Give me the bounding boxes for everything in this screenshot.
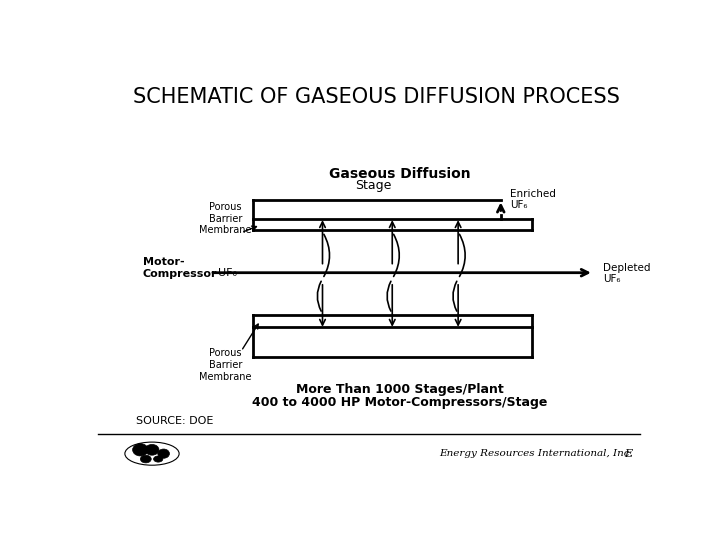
Text: SCHEMATIC OF GASEOUS DIFFUSION PROCESS: SCHEMATIC OF GASEOUS DIFFUSION PROCESS [132, 87, 619, 107]
Text: SOURCE: DOE: SOURCE: DOE [137, 416, 214, 426]
Text: Gaseous Diffusion: Gaseous Diffusion [329, 167, 471, 181]
Ellipse shape [132, 444, 148, 456]
Text: Motor-
Compressor: Motor- Compressor [143, 257, 217, 279]
Ellipse shape [140, 455, 151, 463]
Text: 400 to 4000 HP Motor-Compressors/Stage: 400 to 4000 HP Motor-Compressors/Stage [252, 396, 548, 409]
Text: Porous
Barrier
Membrane: Porous Barrier Membrane [199, 202, 252, 235]
Text: Energy Resources International, Inc.: Energy Resources International, Inc. [438, 449, 632, 458]
Text: Porous
Barrier
Membrane: Porous Barrier Membrane [199, 348, 252, 382]
Text: UF₆: UF₆ [218, 268, 238, 278]
Ellipse shape [145, 444, 159, 455]
Ellipse shape [153, 456, 163, 462]
Text: Depleted: Depleted [603, 263, 651, 273]
Text: UF₆: UF₆ [510, 200, 528, 210]
Text: E: E [624, 449, 632, 458]
Text: Enriched: Enriched [510, 189, 556, 199]
Text: More Than 1000 Stages/Plant: More Than 1000 Stages/Plant [296, 383, 504, 396]
Text: Stage: Stage [355, 179, 391, 192]
Text: UF₆: UF₆ [603, 274, 621, 284]
Ellipse shape [158, 449, 169, 458]
